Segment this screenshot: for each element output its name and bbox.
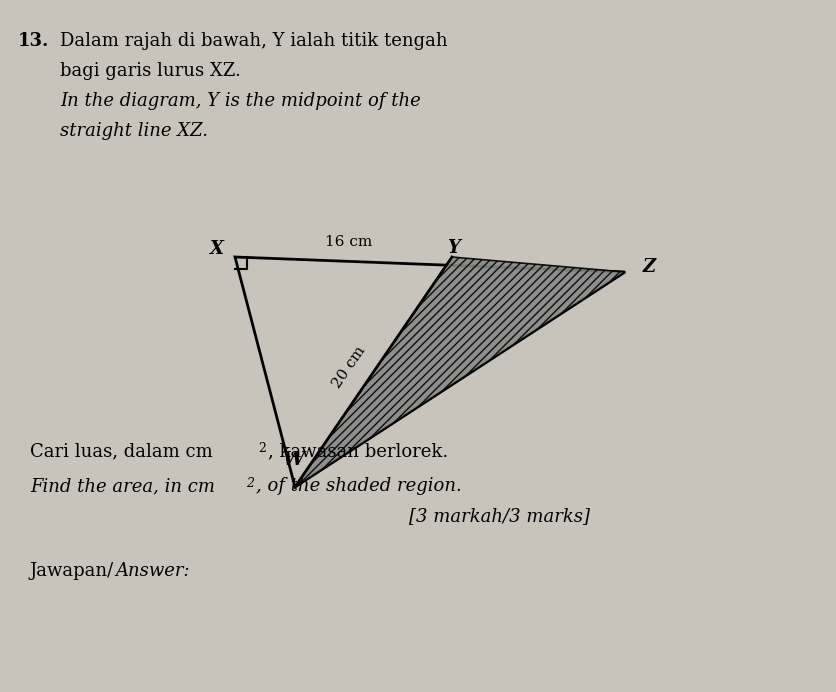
Text: straight line XZ.: straight line XZ.: [60, 122, 208, 140]
Text: Answer:: Answer:: [115, 562, 190, 580]
Text: W: W: [282, 451, 304, 469]
Text: 2: 2: [258, 442, 266, 455]
Text: [3 markah/3 marks]: [3 markah/3 marks]: [409, 507, 590, 525]
Text: 13.: 13.: [18, 32, 49, 50]
Text: X: X: [210, 240, 224, 258]
Text: 20 cm: 20 cm: [329, 343, 368, 390]
Text: Find the area, in cm: Find the area, in cm: [30, 477, 215, 495]
Text: In the diagram, Y is the midpoint of the: In the diagram, Y is the midpoint of the: [60, 92, 421, 110]
Text: 16 cm: 16 cm: [325, 235, 372, 249]
Polygon shape: [295, 257, 625, 487]
Text: bagi garis lurus XZ.: bagi garis lurus XZ.: [60, 62, 241, 80]
Text: , kawasan berlorek.: , kawasan berlorek.: [268, 442, 448, 460]
Text: Z: Z: [643, 258, 656, 276]
Text: Cari luas, dalam cm: Cari luas, dalam cm: [30, 442, 212, 460]
Text: , of the shaded region.: , of the shaded region.: [256, 477, 461, 495]
Text: Dalam rajah di bawah, Y ialah titik tengah: Dalam rajah di bawah, Y ialah titik teng…: [60, 32, 447, 50]
Text: Y: Y: [447, 239, 461, 257]
Text: Jawapan/: Jawapan/: [30, 562, 115, 580]
Text: 2: 2: [246, 477, 254, 490]
